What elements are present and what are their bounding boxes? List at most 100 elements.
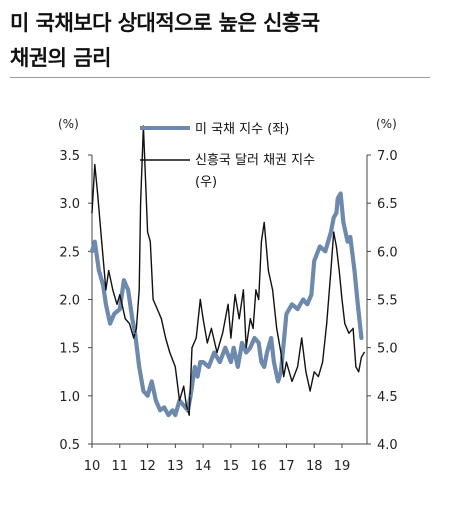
left-y-tick-label: 3.0 xyxy=(59,197,80,212)
us-treasury-point xyxy=(199,361,202,363)
em-bond-point xyxy=(119,294,121,296)
em-bond-point xyxy=(271,289,274,291)
us-treasury-point xyxy=(163,406,166,409)
us-treasury-point xyxy=(257,342,260,344)
x-tick-label: 17 xyxy=(278,459,295,474)
us-treasury-point xyxy=(310,293,313,296)
em-bond-point xyxy=(146,231,149,233)
em-bond-point xyxy=(352,327,354,329)
us-treasury-point xyxy=(105,303,107,306)
legend-label-em-bond-axis: (우) xyxy=(195,175,217,190)
em-bond-point xyxy=(149,241,151,243)
us-treasury-point xyxy=(273,361,275,363)
us-treasury-point xyxy=(285,313,288,315)
em-bond-point xyxy=(338,270,340,272)
left-y-tick-label: 1.0 xyxy=(59,390,80,405)
right-y-tick-label: 5.0 xyxy=(377,342,398,357)
em-bond-point xyxy=(301,337,303,339)
em-bond-point xyxy=(280,351,282,354)
em-bond-point xyxy=(169,351,171,354)
em-bond-point xyxy=(260,241,263,243)
us-treasury-point xyxy=(245,351,247,354)
em-bond-point xyxy=(152,298,154,301)
em-bond-point xyxy=(112,289,114,291)
us-treasury-point xyxy=(360,337,363,339)
em-bond-point xyxy=(305,371,307,373)
em-bond-point xyxy=(309,390,311,392)
us-treasury-point xyxy=(213,351,216,354)
em-bond-point xyxy=(116,303,118,305)
us-treasury-point xyxy=(202,361,204,363)
us-treasury-point xyxy=(155,399,157,402)
em-bond-point xyxy=(283,375,285,378)
right-y-tick-label: 6.0 xyxy=(377,245,398,260)
x-tick-label: 14 xyxy=(195,459,212,474)
right-y-tick-label: 6.5 xyxy=(377,197,398,212)
em-bond-point xyxy=(355,366,357,368)
us-treasury-point xyxy=(263,366,266,368)
us-treasury-point xyxy=(232,346,235,349)
em-bond-point xyxy=(242,289,244,291)
chart-title: 미 국채보다 상대적으로 높은 신흥국 채권의 금리 xyxy=(10,6,450,76)
em-bond-point xyxy=(360,356,363,358)
title-divider xyxy=(10,77,430,78)
us-treasury-point xyxy=(118,308,121,310)
us-treasury-point xyxy=(353,269,356,272)
x-tick-label: 18 xyxy=(306,459,323,474)
us-treasury-point xyxy=(150,380,153,383)
us-treasury-point xyxy=(349,236,352,238)
left-y-tick-label: 0.5 xyxy=(59,438,80,453)
us-treasury-point xyxy=(356,298,359,301)
em-bond-point xyxy=(258,298,260,301)
us-treasury-point xyxy=(171,409,174,412)
em-bond-point xyxy=(199,298,201,301)
em-bond-point xyxy=(335,245,338,248)
x-tick-label: 11 xyxy=(112,459,129,474)
em-bond-line xyxy=(91,125,365,416)
us-treasury-point xyxy=(241,342,243,344)
us-treasury-point xyxy=(134,332,136,335)
em-bond-point xyxy=(285,361,288,363)
us-treasury-point xyxy=(260,361,263,363)
us-treasury-point xyxy=(131,317,134,320)
right-y-tick-label: 7.0 xyxy=(377,149,398,164)
us-treasury-point xyxy=(346,240,349,243)
x-tick-label: 15 xyxy=(223,459,240,474)
em-bond-point xyxy=(105,289,107,291)
em-bond-point xyxy=(101,241,103,243)
us-treasury-point xyxy=(270,337,272,339)
left-unit-label: (%) xyxy=(58,117,79,131)
em-bond-point xyxy=(156,308,158,310)
em-bond-point xyxy=(317,375,319,378)
em-bond-point xyxy=(133,337,135,339)
right-y-tick-label: 4.0 xyxy=(377,438,398,453)
em-bond-point xyxy=(276,327,278,329)
em-bond-point xyxy=(230,337,232,339)
em-bond-point xyxy=(344,322,346,325)
us-treasury-point xyxy=(332,216,335,219)
us-treasury-point xyxy=(313,260,316,262)
right-unit-label: (%) xyxy=(376,117,397,131)
us-treasury-point xyxy=(91,250,93,253)
em-bond-point xyxy=(124,318,126,320)
title-line-1: 미 국채보다 상대적으로 높은 신흥국 xyxy=(10,11,320,35)
em-bond-point xyxy=(135,327,138,329)
em-bond-point xyxy=(160,318,163,320)
x-tick-label: 19 xyxy=(334,459,351,474)
us-treasury-point xyxy=(182,404,185,407)
em-bond-point xyxy=(108,270,110,272)
em-bond-point xyxy=(210,327,213,329)
em-bond-point xyxy=(94,164,96,166)
us-treasury-point xyxy=(337,197,339,200)
em-bond-point xyxy=(227,303,229,305)
right-y-tick-label: 5.5 xyxy=(377,294,398,309)
us-treasury-line xyxy=(89,191,364,418)
em-bond-point xyxy=(178,400,181,402)
em-bond-point xyxy=(267,270,269,272)
em-bond-point xyxy=(255,289,257,291)
em-bond-point xyxy=(363,351,365,354)
us-treasury-point xyxy=(296,308,299,310)
em-bond-point xyxy=(191,347,193,349)
em-bond-point xyxy=(140,202,142,204)
